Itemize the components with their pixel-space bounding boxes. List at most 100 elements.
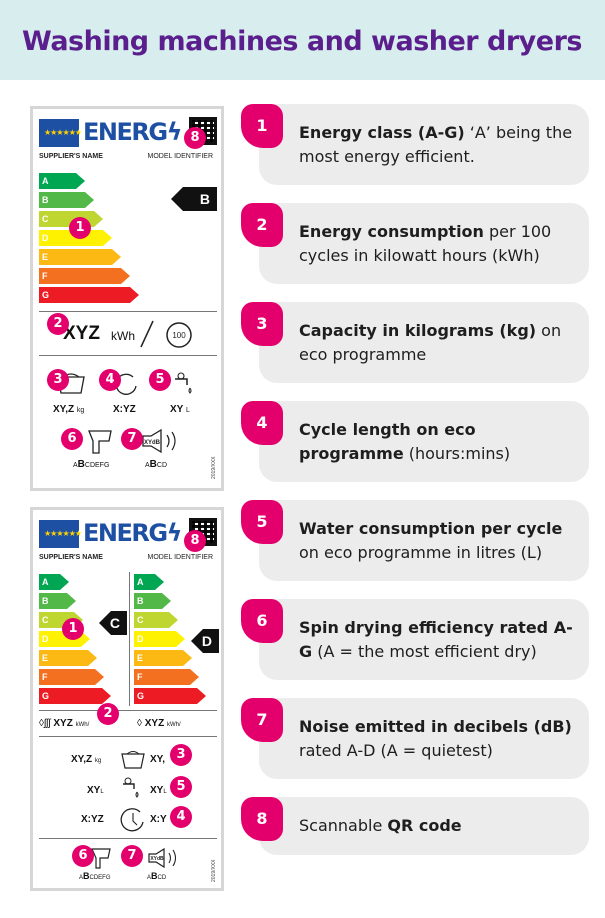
marker-5: 5 [149, 369, 171, 391]
capacity-dry-value: XY, [150, 754, 166, 765]
card-heading: Capacity in kilograms (kg) [299, 320, 537, 340]
card-description: per 100 cycles in kilowatt hours (kWh) [299, 221, 552, 265]
divider [39, 710, 217, 711]
marker-5: 5 [170, 776, 192, 798]
marker-4: 4 [99, 369, 121, 391]
energy-class-indicator: B [171, 187, 217, 211]
capacity-value: XY,Z kg [53, 404, 85, 415]
cycle-duration-value: X:YZ [113, 404, 136, 415]
clock-icon [120, 808, 144, 832]
noise-value: XYdB [144, 440, 161, 446]
supplier-name: SUPPLIER'S NAME [39, 554, 103, 561]
card-heading: Water consumption per cycle [299, 518, 563, 538]
card-heading: QR code [387, 816, 462, 835]
energy-consumption-wash: ◊ʃʃʃ XYZ kWh/ [39, 718, 90, 729]
energy-bar-f: F [134, 669, 199, 685]
tap-icon [175, 372, 192, 394]
energy-bar-e: E [134, 650, 192, 666]
marker-8: 8 [184, 530, 206, 552]
marker-1: 1 [69, 217, 91, 239]
energy-bar-e: E [39, 249, 121, 265]
energy-bar-a: A [134, 574, 164, 590]
energy-bar-b: B [39, 593, 76, 609]
energy-consumption-dry: ◊ XYZ kWh/ [137, 718, 181, 729]
cycles-value: 100 [172, 331, 186, 340]
spin-drying-icon [91, 848, 111, 869]
info-card-energy-consumption: Energy consumption per 100 cycles in kil… [259, 203, 589, 284]
marker-7: 7 [121, 845, 143, 867]
energy-bar-a: A [39, 574, 69, 590]
card-heading: Energy class (A-G) [299, 122, 465, 142]
marker-7: 7 [121, 428, 143, 450]
spin-efficiency-scale: ABCDEFG [79, 871, 111, 881]
info-card-cycle-length: Cycle length on eco programme (hours:min… [259, 401, 589, 482]
info-card-noise: Noise emitted in decibels (dB) rated A-D… [259, 698, 589, 779]
card-number-badge: 3 [241, 302, 283, 346]
marker-4: 4 [170, 806, 192, 828]
tap-icon [123, 777, 139, 798]
card-number-badge: 5 [241, 500, 283, 544]
energy-bar-e: E [39, 650, 97, 666]
water-dry-value: XYL [150, 785, 167, 796]
energy-bar-f: F [39, 268, 130, 284]
info-card-water-consumption: Water consumption per cycle on eco progr… [259, 500, 589, 581]
card-heading: Cycle length on eco programme [299, 419, 476, 463]
marker-6: 6 [72, 845, 94, 867]
info-card-capacity: Capacity in kilograms (kg) on eco progra… [259, 302, 589, 383]
card-description: Scannable [299, 816, 388, 835]
marker-3: 3 [47, 369, 69, 391]
energy-bar-f: F [39, 669, 104, 685]
energy-bar-g: G [134, 688, 206, 704]
divider [39, 311, 217, 312]
noise-speaker-icon: XYdB [142, 428, 176, 454]
noise-scale: ABCD [147, 871, 167, 881]
energy-bar-g: G [39, 287, 139, 303]
card-description: (hours:mins) [403, 443, 511, 463]
info-card-energy-class: Energy class (A-G) ‘A’ being the most en… [259, 104, 589, 185]
spin-drying-icon [88, 430, 112, 454]
card-number-badge: 8 [241, 797, 283, 841]
energy-class-indicator-dry: D [191, 629, 219, 653]
energy-label-washer-dryer: ★★★★★★ ENERGϟ SUPPLIER'S NAME MODEL IDEN… [30, 507, 224, 891]
card-heading: Energy consumption [299, 221, 484, 241]
marker-6: 6 [61, 428, 83, 450]
energy-bar-g: G [39, 688, 111, 704]
noise-value: XYdB [150, 856, 164, 862]
water-consumption-value: XY L [170, 404, 190, 415]
marker-1: 1 [62, 618, 84, 640]
card-description: ‘A’ being the most energy efficient. [299, 122, 573, 166]
info-card-spin-drying: Spin drying efficiency rated A-G (A = th… [259, 599, 589, 680]
eu-flag-icon: ★★★★★★ [39, 119, 82, 147]
card-heading: Noise emitted in decibels (dB) [299, 716, 572, 736]
energy-consumption-unit: kWh [111, 329, 135, 343]
divider [39, 355, 217, 356]
marker-3: 3 [170, 744, 192, 766]
card-description: on eco programme in litres (L) [299, 542, 543, 562]
energy-consumption-value: XYZ [63, 323, 100, 344]
divider [39, 838, 217, 839]
regulation-number: 2019/XXX [211, 859, 217, 882]
capacity-icon [121, 751, 145, 769]
capacity-wash-value: XY,Z kg [71, 754, 102, 765]
model-identifier: MODEL IDENTIFIER [147, 554, 213, 561]
page-title: Washing machines and washer dryers [22, 26, 582, 57]
energy-title: ENERGϟ [83, 519, 182, 547]
energy-bar-c: C [134, 612, 178, 628]
info-card-qr-code: Scannable QR code [259, 797, 589, 855]
energy-title: ENERGϟ [83, 118, 182, 146]
divider [39, 736, 217, 737]
energy-bar-b: B [134, 593, 171, 609]
noise-scale: ABCD [145, 459, 168, 470]
marker-2: 2 [47, 313, 69, 335]
card-description: rated A-D (A = quietest) [299, 740, 493, 760]
energy-bar-d: D [134, 631, 185, 647]
cycle-duration-dry-value: X:Y [150, 814, 167, 825]
card-description: on eco programme [299, 320, 562, 364]
model-identifier: MODEL IDENTIFIER [147, 153, 213, 160]
marker-2: 2 [97, 703, 119, 725]
page-header: Washing machines and washer dryers [0, 0, 605, 80]
energy-class-indicator-wash: C [99, 611, 127, 635]
supplier-name: SUPPLIER'S NAME [39, 153, 103, 160]
energy-bar-a: A [39, 173, 85, 189]
card-number-badge: 7 [241, 698, 283, 742]
